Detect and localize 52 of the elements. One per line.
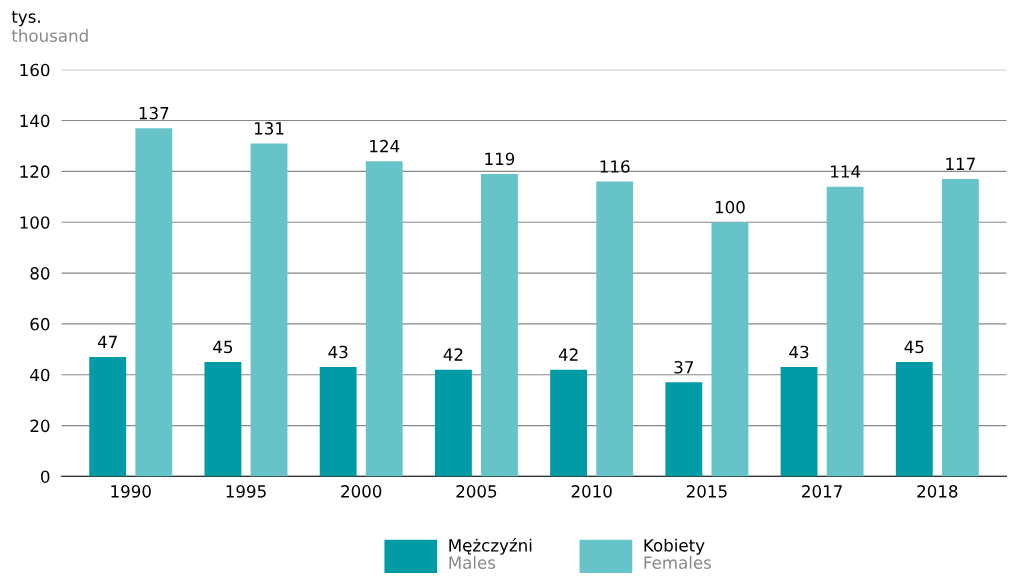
data-label: 45: [904, 340, 924, 354]
bar: [550, 369, 588, 477]
y-tick-label: 100: [20, 216, 50, 229]
bar: [135, 128, 173, 477]
bar: [941, 179, 979, 477]
data-label: 137: [139, 106, 169, 120]
x-tick-label: 2015: [686, 485, 727, 498]
x-tick-label: 2010: [571, 485, 612, 498]
bar: [89, 356, 127, 477]
legend-label: Kobiety Females: [644, 538, 712, 569]
data-label: 42: [558, 348, 578, 361]
y-axis-title: tys. thousand: [11, 10, 88, 42]
data-label: 100: [715, 200, 745, 214]
x-tick-label: 2005: [456, 485, 497, 498]
data-label: 119: [485, 152, 515, 166]
y-tick-label: 120: [20, 165, 50, 178]
x-tick-label: 1990: [111, 485, 151, 498]
bar: [319, 367, 357, 477]
data-label: 114: [831, 165, 861, 178]
y-tick-label: 60: [30, 317, 50, 331]
data-label: 43: [328, 345, 348, 359]
bar: [365, 161, 403, 477]
y-tick-label: 160: [20, 63, 50, 77]
y-tick-label: 0: [41, 470, 50, 483]
data-label: 37: [674, 360, 694, 374]
y-tick-label: 140: [20, 114, 50, 128]
y-tick-label: 20: [30, 419, 50, 433]
data-label: 131: [254, 122, 284, 135]
bar: [434, 369, 472, 477]
x-tick-label: 2017: [802, 485, 842, 498]
data-label: 47: [97, 335, 117, 348]
y-tick-label: 40: [30, 368, 50, 382]
data-label: 45: [213, 340, 233, 354]
bar: [481, 173, 518, 477]
bar: [780, 367, 818, 477]
bar: [204, 362, 242, 477]
legend-label: Mężczyźni Males: [449, 538, 532, 569]
bar: [596, 181, 634, 477]
data-label: 124: [370, 139, 400, 153]
data-label: 43: [789, 345, 809, 359]
bar: [711, 222, 749, 477]
bar: [665, 382, 703, 477]
x-tick-label: 2018: [917, 485, 958, 498]
bar: [826, 186, 864, 477]
data-label: 117: [946, 157, 975, 170]
y-tick-label: 80: [30, 267, 50, 280]
data-label: 42: [443, 348, 463, 361]
bar: [250, 143, 288, 477]
x-tick-label: 2000: [341, 485, 382, 498]
x-tick-label: 1995: [226, 485, 266, 498]
bar: [895, 362, 933, 477]
data-label: 116: [600, 160, 630, 173]
